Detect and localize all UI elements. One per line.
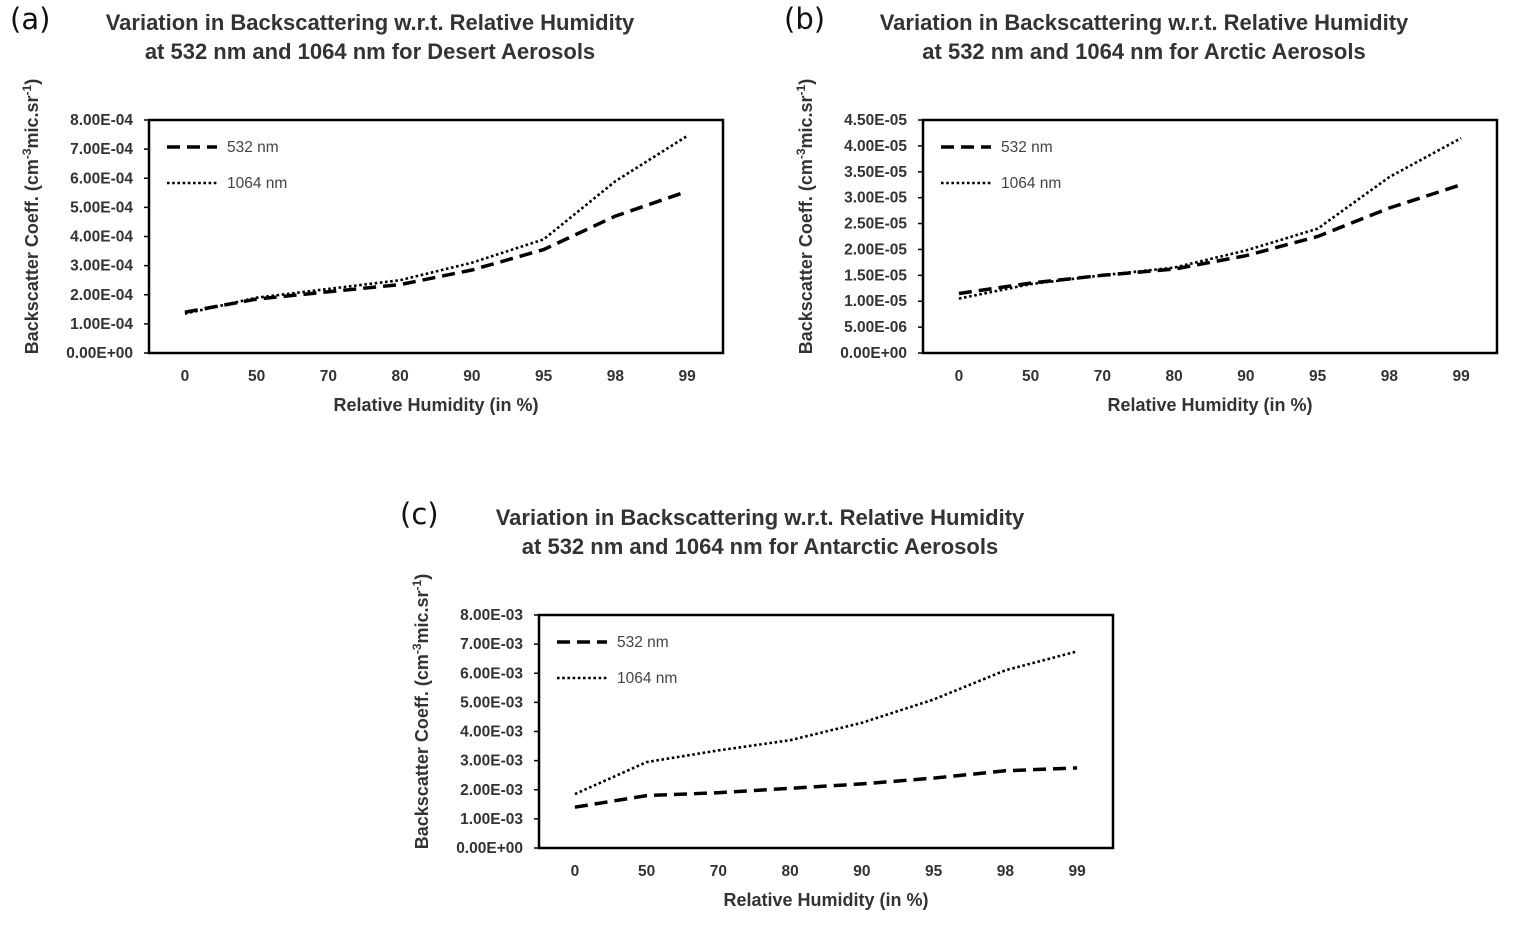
panel-letter: (a): [10, 2, 51, 36]
series-line-dashed: [184, 189, 688, 314]
x-tick-label: 70: [710, 863, 727, 880]
y-tick-label: 7.00E-03: [460, 636, 523, 653]
y-tick-label: 3.00E-03: [460, 753, 523, 770]
legend-label: 532 nm: [1001, 139, 1053, 156]
y-axis-label-part: mic.sr: [22, 95, 42, 148]
y-tick-label: 2.00E-04: [70, 287, 133, 304]
y-axis-label-part: mic.sr: [412, 590, 432, 643]
x-tick-label: 90: [853, 863, 870, 880]
x-tick-label: 50: [1022, 368, 1039, 385]
x-axis-label: Relative Humidity (in %): [1107, 395, 1312, 415]
x-tick-label: 70: [320, 368, 337, 385]
chart-panel-c: (c) Variation in Backscattering w.r.t. R…: [390, 495, 1130, 925]
y-axis-label-superscript: -3: [794, 148, 808, 159]
y-tick-label: 1.00E-04: [70, 316, 133, 333]
y-tick-label: 1.00E-05: [844, 293, 907, 310]
legend-label: 532 nm: [227, 139, 279, 156]
y-axis-label-part: Backscatter Coeff. (cm: [22, 159, 42, 354]
x-tick-label: 99: [1453, 368, 1471, 385]
y-tick-label: 3.50E-05: [844, 164, 907, 181]
x-axis-label: Relative Humidity (in %): [723, 890, 928, 910]
panel-letter: (c): [400, 497, 439, 531]
y-tick-label: 2.00E-05: [844, 241, 907, 258]
y-axis-label-superscript: -1: [410, 579, 424, 590]
plot-frame: [921, 118, 1499, 355]
chart-svg: 0.00E+00 1.00E-04 2.00E-04 3.00E-04 4.00E-04…: [20, 79, 725, 415]
x-tick-label: 95: [925, 863, 943, 880]
x-tick-label: 50: [638, 863, 655, 880]
x-tick-label: 0: [571, 863, 580, 880]
x-axis-label: Relative Humidity (in %): [333, 395, 538, 415]
y-tick-label: 1.50E-05: [844, 267, 907, 284]
x-tick-label: 90: [463, 368, 480, 385]
y-tick-label: 8.00E-04: [70, 112, 133, 129]
x-tick-label: 0: [955, 368, 964, 385]
x-tick-label: 95: [1309, 368, 1327, 385]
y-axis-label: Backscatter Coeff. (cm-3mic.sr-1): [794, 79, 816, 354]
y-tick-label: 0.00E+00: [456, 840, 523, 857]
x-tick-label: 0: [181, 368, 190, 385]
chart-title: Variation in Backscattering w.r.t. Relat…: [879, 10, 1409, 64]
y-axis-label: Backscatter Coeff. (cm-3mic.sr-1): [20, 79, 42, 354]
series-line-dotted: [574, 650, 1078, 796]
y-tick-label: 0.00E+00: [66, 345, 133, 362]
y-tick-label: 0.00E+00: [840, 345, 907, 362]
y-tick-label: 8.00E-03: [460, 607, 523, 624]
y-tick-label: 2.50E-05: [844, 216, 907, 233]
series-line-dotted: [958, 136, 1462, 300]
y-tick-label: 4.50E-05: [844, 112, 907, 129]
y-tick-label: 2.00E-03: [460, 782, 523, 799]
x-tick-label: 80: [782, 863, 799, 880]
x-tick-label: 70: [1094, 368, 1111, 385]
series-line-dashed: [574, 766, 1078, 809]
y-tick-label: 7.00E-04: [70, 141, 133, 158]
y-axis-label-part: Backscatter Coeff. (cm: [412, 654, 432, 849]
panel-letter: (b): [784, 2, 826, 36]
y-tick-label: 6.00E-03: [460, 665, 523, 682]
y-axis-label-superscript: -1: [20, 84, 34, 95]
chart-panel-b: (b) Variation in Backscattering w.r.t. R…: [774, 0, 1514, 430]
y-axis-label-superscript: -3: [20, 148, 34, 159]
legend-label: 1064 nm: [617, 670, 677, 687]
chart-title: Variation in Backscattering w.r.t. Relat…: [105, 10, 635, 64]
series-line-dotted: [184, 134, 688, 315]
y-axis-label-part: Backscatter Coeff. (cm: [796, 159, 816, 354]
x-tick-label: 98: [1381, 368, 1399, 385]
y-axis-label-superscript: -1: [794, 84, 808, 95]
y-tick-label: 3.00E-04: [70, 258, 133, 275]
y-axis-label-part: ): [22, 79, 42, 85]
y-tick-label: 1.00E-03: [460, 811, 523, 828]
y-axis-label-part: ): [412, 574, 432, 580]
x-tick-label: 95: [535, 368, 553, 385]
y-tick-label: 3.00E-05: [844, 190, 907, 207]
y-tick-label: 4.00E-03: [460, 724, 523, 741]
x-tick-label: 90: [1237, 368, 1254, 385]
y-tick-label: 4.00E-04: [70, 229, 133, 246]
y-tick-label: 5.00E-04: [70, 199, 133, 216]
y-axis-label-part: ): [796, 79, 816, 85]
y-tick-label: 6.00E-04: [70, 170, 133, 187]
plot-frame: [147, 118, 725, 355]
chart-title: Variation in Backscattering w.r.t. Relat…: [495, 505, 1025, 559]
legend-label: 532 nm: [617, 634, 669, 651]
y-axis-label: Backscatter Coeff. (cm-3mic.sr-1): [410, 574, 432, 849]
x-tick-label: 98: [607, 368, 625, 385]
legend-label: 1064 nm: [1001, 175, 1061, 192]
x-tick-label: 98: [997, 863, 1015, 880]
y-tick-label: 5.00E-03: [460, 694, 523, 711]
x-tick-label: 99: [679, 368, 697, 385]
chart-svg: 0.00E+00 1.00E-03 2.00E-03 3.00E-03 4.00E-03…: [410, 574, 1115, 910]
legend-label: 1064 nm: [227, 175, 287, 192]
chart-panel-a: (a) Variation in Backscattering w.r.t. R…: [0, 0, 740, 430]
x-tick-label: 80: [1166, 368, 1183, 385]
x-tick-label: 80: [392, 368, 409, 385]
chart-svg: 0.00E+00 5.00E-06 1.00E-05 1.50E-05 2.00E-05…: [794, 79, 1499, 415]
y-axis-label-part: mic.sr: [796, 95, 816, 148]
y-tick-label: 4.00E-05: [844, 138, 907, 155]
y-axis-label-superscript: -3: [410, 643, 424, 654]
x-tick-label: 99: [1069, 863, 1087, 880]
y-tick-label: 5.00E-06: [844, 319, 907, 336]
x-tick-label: 50: [248, 368, 265, 385]
